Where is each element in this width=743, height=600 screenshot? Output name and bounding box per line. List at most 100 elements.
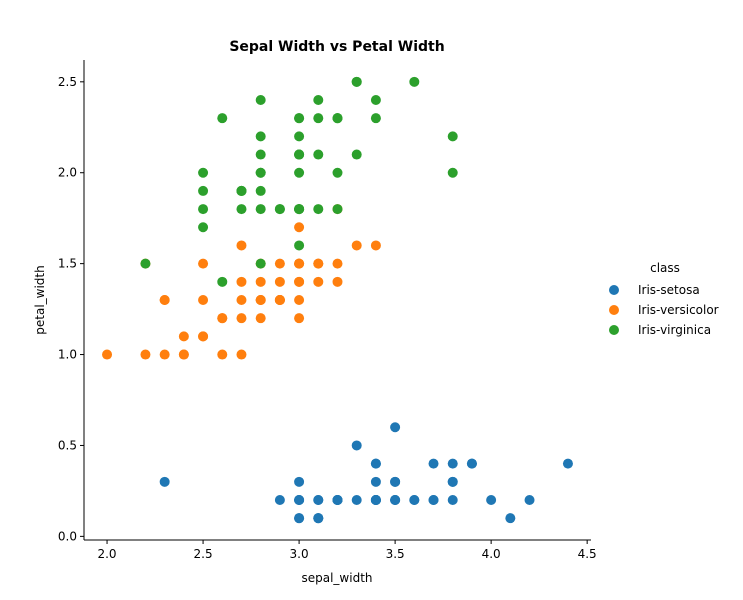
legend-title: class	[650, 261, 680, 275]
data-point	[486, 495, 497, 505]
data-point	[390, 495, 401, 505]
data-point	[466, 458, 477, 469]
data-point	[159, 295, 170, 305]
data-point	[294, 258, 305, 269]
data-point	[255, 295, 266, 305]
data-point	[370, 458, 381, 469]
data-point	[255, 95, 266, 105]
data-point	[313, 95, 324, 105]
data-point	[351, 440, 362, 451]
x-tick-label: 3.5	[386, 547, 405, 561]
y-tick-label: 2.0	[58, 166, 77, 180]
data-point	[447, 458, 458, 469]
y-tick-label: 1.5	[58, 257, 77, 271]
x-tick-label: 3.0	[290, 547, 309, 561]
y-tick-label: 0.0	[58, 529, 77, 543]
data-point	[255, 313, 266, 324]
data-point	[217, 113, 228, 124]
data-point	[313, 513, 324, 524]
data-point	[198, 204, 209, 215]
data-point	[332, 276, 343, 287]
data-point	[294, 131, 305, 142]
data-point	[140, 349, 151, 360]
y-axis-label: petal_width	[33, 265, 47, 334]
data-point	[236, 185, 247, 196]
data-point	[294, 495, 305, 505]
data-point	[370, 95, 381, 105]
data-point	[409, 76, 420, 87]
legend: class Iris-setosa Iris-versicolor Iris-vir…	[609, 261, 719, 337]
y-tick-label: 0.5	[58, 438, 77, 452]
data-point	[370, 495, 381, 505]
data-point	[274, 295, 285, 305]
series-iris-versicolor	[102, 204, 381, 360]
data-point	[294, 222, 305, 233]
data-point	[236, 313, 247, 324]
data-points	[102, 76, 573, 524]
data-point	[159, 476, 170, 487]
data-point	[198, 295, 209, 305]
series-iris-setosa	[159, 422, 573, 524]
data-point	[255, 185, 266, 196]
data-point	[505, 513, 516, 524]
data-point	[198, 331, 209, 342]
data-point	[447, 495, 458, 505]
data-point	[313, 258, 324, 269]
legend-marker	[609, 305, 619, 315]
y-axis-ticks: 0.0 0.5 1.0 1.5 2.0 2.5	[58, 75, 84, 543]
data-point	[198, 222, 209, 233]
data-point	[198, 167, 209, 178]
data-point	[313, 495, 324, 505]
data-point	[178, 331, 189, 342]
data-point	[236, 276, 247, 287]
data-point	[428, 458, 439, 469]
data-point	[313, 113, 324, 124]
legend-marker	[609, 325, 619, 335]
data-point	[198, 258, 209, 269]
data-point	[236, 349, 247, 360]
data-point	[255, 204, 266, 215]
data-point	[255, 258, 266, 269]
x-tick-label: 4.5	[578, 547, 597, 561]
data-point	[294, 204, 305, 215]
data-point	[332, 258, 343, 269]
data-point	[274, 204, 285, 215]
data-point	[351, 495, 362, 505]
y-tick-label: 1.0	[58, 348, 77, 362]
data-point	[313, 149, 324, 160]
data-point	[332, 167, 343, 178]
data-point	[198, 185, 209, 196]
data-point	[255, 131, 266, 142]
data-point	[159, 349, 170, 360]
data-point	[313, 204, 324, 215]
x-tick-label: 4.0	[482, 547, 501, 561]
data-point	[447, 131, 458, 142]
data-point	[274, 495, 285, 505]
legend-label: Iris-versicolor	[638, 303, 719, 317]
data-point	[370, 476, 381, 487]
x-axis-label: sepal_width	[301, 571, 372, 585]
legend-label: Iris-setosa	[638, 283, 700, 297]
data-point	[294, 240, 305, 251]
data-point	[428, 495, 439, 505]
data-point	[370, 113, 381, 124]
data-point	[236, 240, 247, 251]
data-point	[332, 204, 343, 215]
data-point	[294, 295, 305, 305]
data-point	[294, 313, 305, 324]
data-point	[332, 495, 343, 505]
data-point	[351, 76, 362, 87]
data-point	[351, 149, 362, 160]
legend-marker	[609, 285, 619, 295]
data-point	[390, 476, 401, 487]
plot-area: 2.0 2.5 3.0 3.5 4.0 4.5 0.0 0.5 1.0 1.5 2.0 2.5	[58, 60, 597, 561]
data-point	[524, 495, 535, 505]
data-point	[217, 276, 228, 287]
data-point	[255, 167, 266, 178]
data-point	[351, 240, 362, 251]
data-point	[294, 476, 305, 487]
data-point	[140, 258, 151, 269]
data-point	[274, 258, 285, 269]
